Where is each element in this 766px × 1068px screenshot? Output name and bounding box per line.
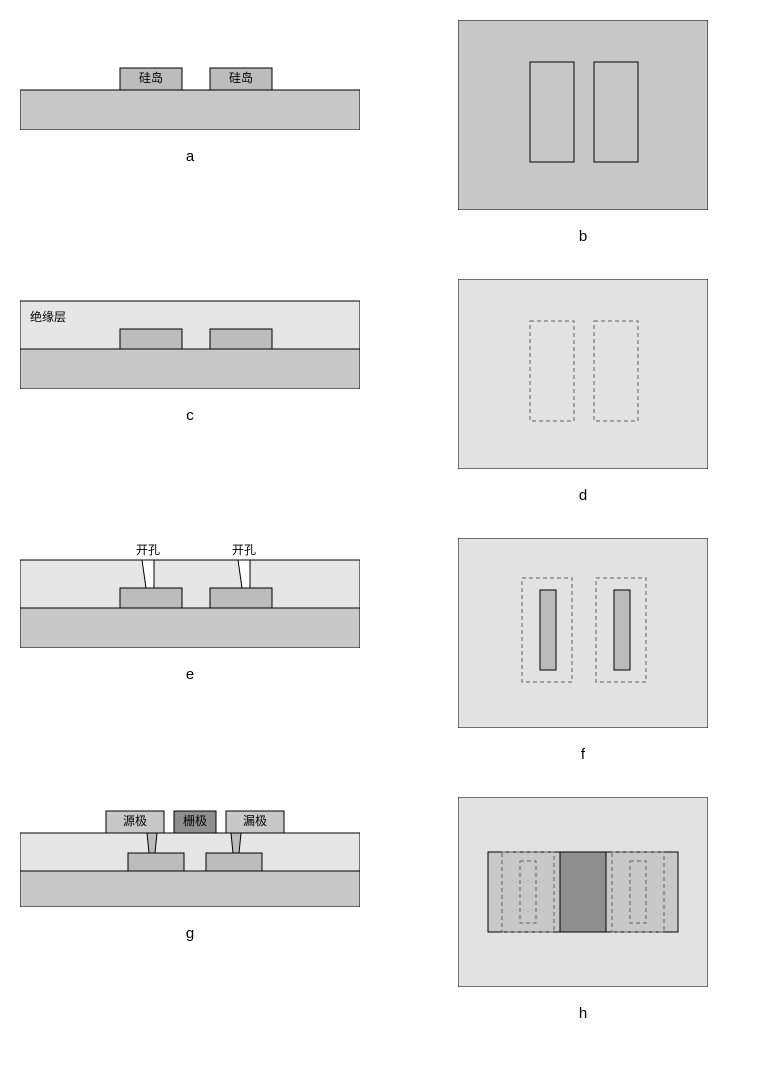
caption-c: c — [186, 407, 194, 424]
panel-b-svg — [458, 20, 708, 210]
caption-f: f — [581, 746, 585, 763]
panel-g: 源极 栅极 漏极 g — [20, 797, 360, 1048]
panel-e: 开孔 开孔 e — [20, 538, 360, 789]
svg-text:源极: 源极 — [123, 814, 147, 828]
svg-text:漏极: 漏极 — [243, 814, 267, 828]
panel-c-svg: 绝缘层 — [20, 279, 360, 389]
caption-d: d — [579, 487, 587, 504]
panel-a-svg: 硅岛 硅岛 — [20, 20, 360, 130]
svg-text:硅岛: 硅岛 — [139, 70, 163, 85]
caption-b: b — [579, 228, 587, 245]
figure-grid: 硅岛 硅岛 a b 绝缘层 c d 开孔 开孔 e f 源极 栅极 漏极 g h — [20, 20, 746, 1048]
svg-text:开孔: 开孔 — [136, 543, 160, 557]
svg-text:开孔: 开孔 — [232, 543, 256, 557]
caption-a: a — [186, 148, 194, 165]
panel-c: 绝缘层 c — [20, 279, 360, 530]
caption-e: e — [186, 666, 194, 683]
svg-text:绝缘层: 绝缘层 — [30, 309, 66, 324]
svg-text:栅极: 栅极 — [183, 813, 207, 828]
panel-h-svg — [458, 797, 708, 987]
panel-b: b — [420, 20, 746, 271]
panel-e-svg: 开孔 开孔 — [20, 538, 360, 648]
caption-h: h — [579, 1005, 587, 1022]
caption-g: g — [186, 925, 194, 942]
panel-f: f — [420, 538, 746, 789]
panel-a: 硅岛 硅岛 a — [20, 20, 360, 271]
panel-h: h — [420, 797, 746, 1048]
svg-text:硅岛: 硅岛 — [229, 70, 253, 85]
panel-g-svg: 源极 栅极 漏极 — [20, 797, 360, 907]
panel-d-svg — [458, 279, 708, 469]
panel-d: d — [420, 279, 746, 530]
panel-f-svg — [458, 538, 708, 728]
